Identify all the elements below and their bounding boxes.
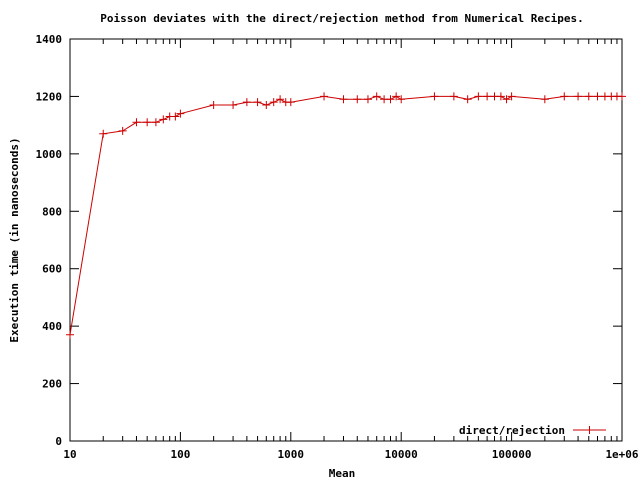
x-tick-label: 10 (63, 448, 76, 461)
y-tick-label: 800 (42, 205, 62, 218)
y-tick-label: 400 (42, 320, 62, 333)
data-point (159, 115, 168, 124)
x-tick-label: 100 (170, 448, 190, 461)
data-point (430, 92, 439, 101)
data-point (386, 95, 395, 104)
data-point (353, 95, 362, 104)
data-point (593, 92, 602, 101)
data-point (99, 129, 108, 138)
data-point (392, 92, 401, 101)
x-tick-label: 1000 (278, 448, 305, 461)
data-point (372, 92, 381, 101)
data-point (269, 98, 278, 107)
chart-title: Poisson deviates with the direct/rejecti… (100, 12, 583, 25)
y-axis-label: Execution time (in nanoseconds) (8, 137, 21, 342)
data-point (618, 92, 626, 101)
y-tick-label: 200 (42, 378, 62, 391)
data-point (363, 95, 372, 104)
y-tick-label: 0 (55, 435, 62, 448)
data-point (483, 92, 492, 101)
data-point (151, 118, 160, 127)
x-axis-label: Mean (329, 467, 356, 480)
data-point (176, 109, 185, 118)
legend: direct/rejection (459, 424, 606, 437)
data-point (320, 92, 329, 101)
data-point (286, 98, 295, 107)
data-point (507, 92, 516, 101)
y-tick-label: 1400 (36, 33, 63, 46)
data-point (262, 101, 271, 110)
y-tick-label: 1000 (36, 148, 63, 161)
data-point (502, 95, 511, 104)
y-tick-label: 1200 (36, 90, 63, 103)
y-tick-label: 600 (42, 263, 62, 276)
data-point (397, 95, 406, 104)
data-point (118, 126, 127, 135)
data-point (540, 95, 549, 104)
data-point (339, 95, 348, 104)
legend-marker (585, 426, 594, 434)
x-tick-label: 10000 (385, 448, 418, 461)
data-point (560, 92, 569, 101)
data-point (463, 95, 472, 104)
data-point (143, 118, 152, 127)
series-group (66, 92, 626, 339)
plot-frame (69, 38, 623, 442)
data-point (209, 101, 218, 110)
series-line (69, 95, 622, 335)
data-point (584, 92, 593, 101)
data-point (449, 92, 458, 101)
data-point (276, 95, 285, 104)
data-point (242, 98, 251, 107)
data-point (474, 92, 483, 101)
x-tick-label: 1e+06 (605, 448, 638, 461)
data-point (171, 112, 180, 121)
data-point (253, 98, 262, 107)
axis-ticks: 0 200 400 600 800 1000 1200 1400 10 100 1000 10000 1… (36, 33, 639, 461)
data-point (496, 92, 505, 101)
data-point (574, 92, 583, 101)
data-point (132, 118, 141, 127)
x-tick-label: 100000 (492, 448, 532, 461)
data-point (66, 330, 74, 339)
legend-label: direct/rejection (459, 424, 565, 437)
data-point (229, 101, 238, 110)
